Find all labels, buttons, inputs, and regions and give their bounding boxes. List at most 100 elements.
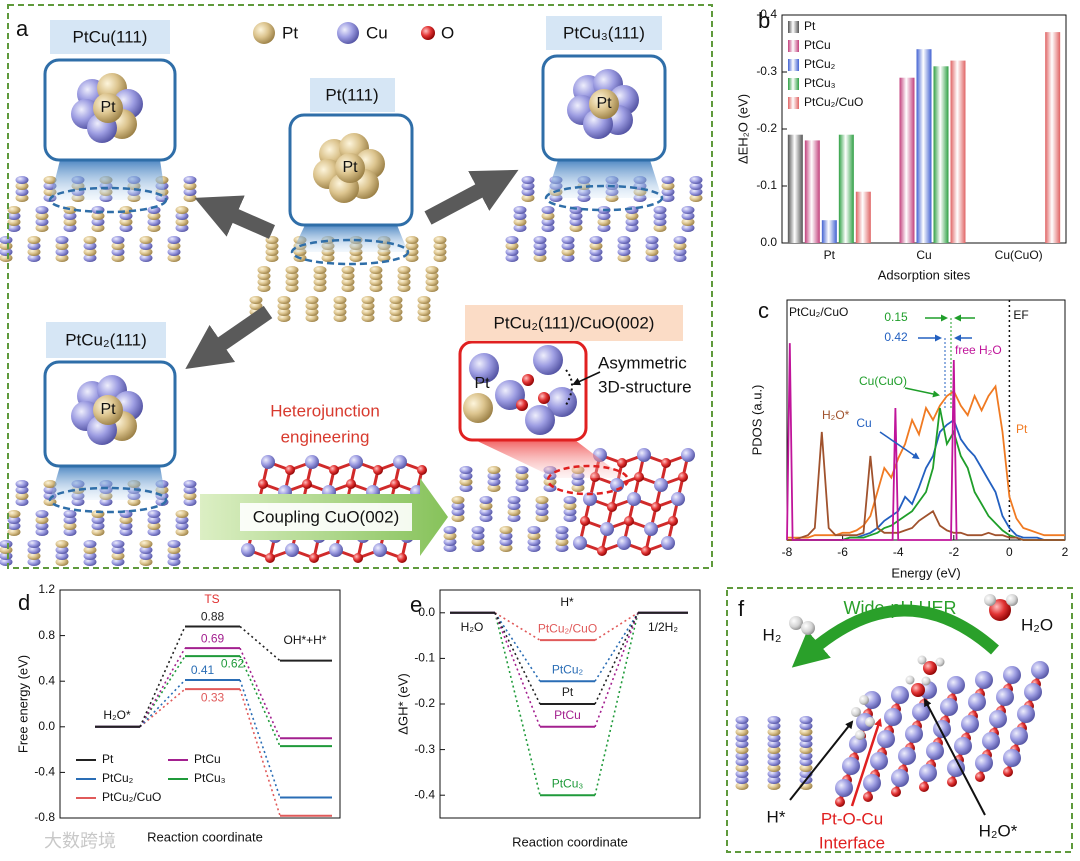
atom: [7, 522, 21, 530]
atom: [167, 540, 181, 548]
atom: [968, 693, 986, 711]
atom: [361, 308, 375, 316]
atom: [55, 540, 69, 548]
atom: [0, 236, 13, 244]
atom-label: Pt: [100, 401, 116, 418]
atom: [917, 655, 927, 665]
atom: [341, 266, 355, 274]
atom: [521, 176, 535, 184]
annotation: H₂: [763, 625, 782, 644]
connector: [494, 612, 541, 728]
atom: [0, 242, 13, 250]
atom: [538, 392, 550, 404]
atom: [597, 546, 607, 556]
bar: [855, 191, 871, 243]
atom: [767, 770, 781, 778]
atom: [285, 266, 299, 274]
series-label: Pt: [562, 685, 574, 699]
connector: [594, 612, 639, 796]
atom: [139, 254, 153, 262]
atom: [671, 492, 685, 506]
series-label: PtCu₂/CuO: [538, 621, 597, 635]
atom: [926, 742, 944, 760]
atom: [147, 528, 161, 536]
connector: [594, 612, 639, 728]
atom: [335, 153, 365, 183]
arrow: [424, 169, 519, 225]
atom: [617, 458, 627, 468]
atom: [661, 458, 671, 468]
focus-ring: [48, 486, 168, 514]
atom: [541, 218, 555, 226]
y-tick-label: 0.8: [38, 628, 55, 642]
atom: [443, 532, 457, 540]
atom: [111, 552, 125, 560]
atom: [147, 224, 161, 232]
atom: [249, 302, 263, 310]
x-tick-label: -8: [782, 545, 793, 559]
structure-label: PtCu₃(111): [563, 23, 645, 42]
atom: [147, 516, 161, 524]
atom: [389, 308, 403, 316]
structure-label: PtCu₂(111)/CuO(002): [494, 313, 655, 332]
legend-label: PtCu₂/CuO: [804, 95, 863, 109]
atom: [27, 242, 41, 250]
atom: [139, 242, 153, 250]
atom: [111, 558, 125, 566]
atom: [653, 218, 667, 226]
y-tick-label: -0.2: [414, 696, 435, 710]
atom: [83, 546, 97, 554]
legend-label: PtCu: [194, 752, 221, 766]
atom: [527, 532, 541, 540]
atom: [35, 206, 49, 214]
atom: [15, 498, 29, 506]
atom: [341, 284, 355, 292]
atom: [139, 236, 153, 244]
atom: [505, 248, 519, 256]
atom: [83, 242, 97, 250]
label-box: [240, 503, 412, 531]
annotation: Interface: [819, 833, 885, 852]
atom: [119, 522, 133, 530]
legend-label: PtCu₂: [804, 57, 836, 71]
atom: [799, 734, 813, 742]
atom: [563, 496, 577, 504]
atom: [389, 302, 403, 310]
atom: [425, 272, 439, 280]
atom: [835, 779, 853, 797]
atom: [83, 558, 97, 566]
atom: [241, 543, 255, 557]
atom: [443, 538, 457, 546]
panel-frame: [726, 587, 1073, 853]
x-tick-label: -4: [893, 545, 904, 559]
atom: [91, 522, 105, 530]
data-label: 0.69: [201, 631, 225, 645]
atom: [471, 526, 485, 534]
atom-label: Pt: [100, 99, 116, 116]
pdos-line: [787, 384, 1065, 539]
legend-label: PtCu₃: [804, 76, 836, 90]
atom: [607, 502, 617, 512]
atom: [405, 248, 419, 256]
annotation: Wide-pH HER: [843, 598, 956, 618]
atom: [1003, 666, 1021, 684]
atom: [0, 254, 13, 262]
atom: [35, 516, 49, 524]
atom: [309, 553, 319, 563]
atom: [984, 594, 996, 606]
atom: [459, 466, 473, 474]
atom: [673, 248, 687, 256]
atom: [183, 480, 197, 488]
atom: [625, 224, 639, 232]
atom: [43, 176, 57, 184]
structure-label: Pt(111): [325, 85, 378, 104]
atom: [265, 242, 279, 250]
atom: [735, 758, 749, 766]
arrow: [572, 371, 601, 386]
pdos-line: [787, 431, 1065, 541]
x-axis-title: Reaction coordinate: [147, 829, 263, 844]
atom: [905, 675, 915, 685]
atom: [15, 176, 29, 184]
atom-label: Pt: [342, 159, 358, 176]
atom: [167, 248, 181, 256]
